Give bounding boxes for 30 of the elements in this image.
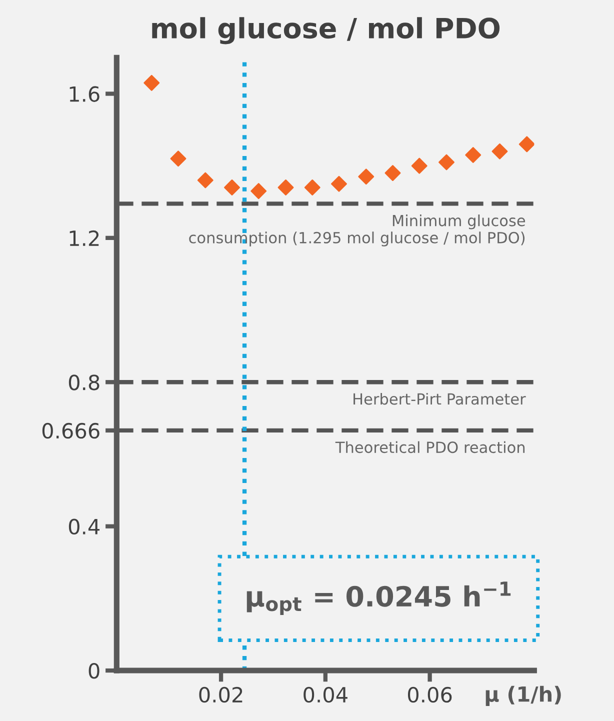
- x-axis-title: μ (1/h): [486, 686, 561, 706]
- y-tick-label: 0.666: [42, 422, 100, 439]
- x-tick-label: 0.04: [304, 686, 348, 703]
- point: [465, 147, 482, 163]
- point: [331, 176, 347, 192]
- point: [358, 168, 374, 185]
- point: [438, 154, 454, 170]
- y-tick-label: 1.6: [70, 86, 100, 102]
- y-tick-label: 0.4: [68, 518, 100, 535]
- x-tick-label: 0.02: [199, 686, 242, 703]
- point: [170, 150, 186, 167]
- annotation: μ$_{opt}$ = 0.0245 h$^{−1}$: [246, 582, 511, 616]
- point: [224, 179, 240, 196]
- x-tick-label: 0.06: [408, 686, 452, 703]
- chart-title: mol glucose / mol PDO: [152, 17, 500, 44]
- point: [411, 158, 428, 174]
- ref-line-label: Minimum glucose consumption (1.295 mol glucose / mol PDO): [189, 214, 526, 246]
- y-tick-label: 0: [88, 662, 100, 679]
- y-tick-label: 1.2: [70, 230, 99, 246]
- point: [518, 136, 534, 152]
- ref-line-label: Theoretical PDO reaction: [335, 441, 525, 454]
- point: [492, 143, 508, 160]
- point: [278, 179, 294, 196]
- y-tick-label: 0.8: [68, 374, 100, 390]
- point: [197, 172, 214, 188]
- point: [304, 179, 320, 196]
- point: [384, 165, 401, 182]
- ref-line-label: Herbert-Pirt Parameter: [354, 392, 526, 405]
- point: [144, 74, 160, 91]
- point: [250, 183, 267, 200]
